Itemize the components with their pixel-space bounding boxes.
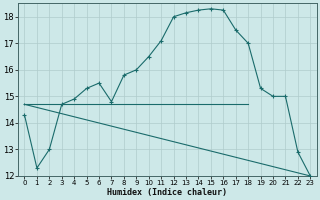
X-axis label: Humidex (Indice chaleur): Humidex (Indice chaleur) [108,188,228,197]
